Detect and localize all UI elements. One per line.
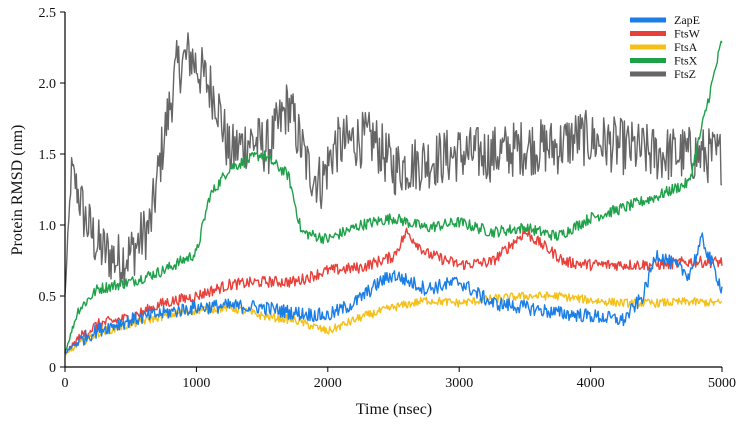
x-tick-label: 4000	[577, 376, 605, 391]
y-tick-label: 0.5	[39, 290, 57, 305]
x-axis-title: Time (nsec)	[356, 401, 432, 418]
x-tick-label: 1000	[182, 376, 210, 391]
legend-label-ftsz: FtsZ	[674, 67, 696, 81]
x-tick-label: 5000	[708, 376, 736, 391]
y-tick-label: 1.0	[39, 219, 57, 234]
x-tick-label: 0	[62, 376, 69, 391]
axes	[64, 12, 722, 368]
series-line-ftsz	[64, 32, 723, 295]
x-tick-label: 2000	[314, 376, 342, 391]
y-tick-label: 0	[49, 361, 56, 376]
y-tick-label: 1.5	[39, 148, 57, 163]
series-line-ftsw	[64, 227, 723, 356]
y-axis-title: Protein RMSD (nm)	[9, 125, 26, 256]
y-tick-label: 2.5	[39, 6, 57, 21]
series-lines	[64, 32, 723, 357]
legend-label-ftsx: FtsX	[674, 54, 698, 68]
legend-label-ftsa: FtsA	[674, 40, 698, 54]
legend-label-zape: ZapE	[674, 13, 700, 27]
x-tick-label: 3000	[445, 376, 473, 391]
legend-label-ftsw: FtsW	[674, 27, 701, 41]
series-line-ftsa	[64, 291, 723, 357]
series-line-zape	[65, 232, 723, 354]
y-tick-label: 2.0	[39, 77, 57, 92]
series-line-ftsx	[64, 40, 723, 354]
ticks: 0 1000 2000 3000 4000 5000 0 0.5 1.0 1.5 2.0 2.5	[39, 6, 737, 391]
